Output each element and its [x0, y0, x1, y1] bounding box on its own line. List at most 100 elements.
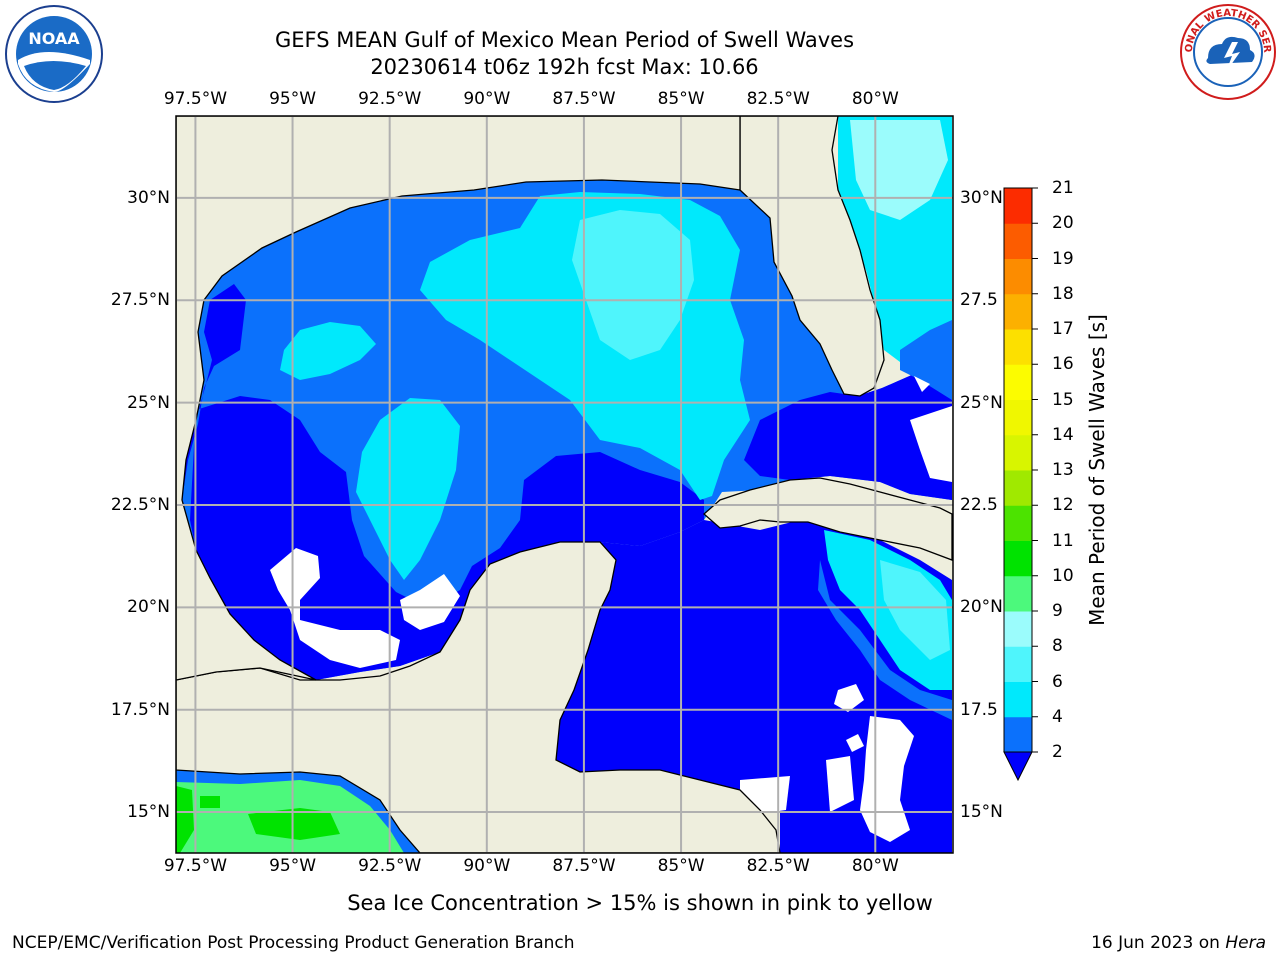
- colorbar-level-label: 4: [1052, 706, 1063, 727]
- lat-tick-right: 27.5: [960, 290, 998, 311]
- colorbar-level-label: 11: [1052, 530, 1074, 551]
- lat-tick-left: 25°N: [127, 392, 170, 413]
- no-data-caribbean-1: [834, 684, 864, 712]
- colorbar-segment: [1004, 258, 1032, 295]
- footer-date: 16 Jun 2023 on Hera: [1091, 933, 1266, 953]
- no-data-west-patch-2: [400, 574, 460, 630]
- lon-tick-top: 95°W: [269, 89, 317, 109]
- gulf-deep-blue-east: [744, 368, 952, 500]
- colorbar-level-label: 21: [1052, 178, 1074, 198]
- gulf-base-field: [182, 180, 952, 680]
- colorbar-level-label: 14: [1052, 424, 1074, 445]
- colorbar-level-label: 20: [1052, 213, 1074, 234]
- lat-tick-right: 17.5: [960, 699, 998, 720]
- colorbar-title: Mean Period of Swell Waves [s]: [1085, 314, 1109, 626]
- no-data-east-patch-1: [910, 406, 952, 482]
- colorbar-segment: [1004, 681, 1032, 718]
- lon-tick-top: 90°W: [463, 89, 511, 109]
- lon-tick-bottom: 85°W: [657, 856, 705, 876]
- caribbean-base-band: [818, 560, 952, 720]
- colorbar-segment: [1004, 434, 1032, 471]
- colorbar-level-label: 10: [1052, 565, 1074, 586]
- colorbar-extend-arrow: [1003, 751, 1033, 782]
- no-data-caribbean-3: [826, 756, 854, 812]
- land-cuba: [703, 477, 953, 561]
- colorbar-level-label: 19: [1052, 248, 1074, 269]
- colorbar-segment: [1004, 364, 1032, 400]
- colorbar-segment: [1004, 540, 1032, 577]
- noaa-logo-icon: NOAA: [5, 5, 103, 103]
- colorbar-level-label: 6: [1052, 671, 1063, 692]
- gulf-cyan-center: [356, 398, 460, 580]
- colorbar-segment: [1004, 329, 1032, 365]
- lon-tick-top: 85°W: [657, 89, 705, 109]
- colorbar-segment: [1004, 505, 1032, 541]
- nws-logo-icon: NATIONAL WEATHER SERVICE: [1178, 2, 1276, 100]
- lat-tick-right: 30°N: [960, 187, 1003, 208]
- colorbar-level-label: 8: [1052, 636, 1063, 657]
- land-mexico-west: [176, 116, 741, 681]
- caribbean-light-cyan: [880, 560, 950, 660]
- lon-tick-bottom: 80°W: [851, 856, 899, 876]
- no-data-caribbean-2: [860, 716, 914, 842]
- colorbar-segment: [1004, 470, 1032, 506]
- lat-tick-right: 15°N: [960, 802, 1003, 823]
- colorbar: [1003, 187, 1038, 782]
- gulf-light-cyan-1: [572, 210, 694, 360]
- colorbar-segment: [1004, 293, 1032, 330]
- footer-date-text: 16 Jun 2023 on: [1091, 933, 1220, 953]
- lat-tick-left: 20°N: [127, 597, 170, 618]
- lon-tick-top: 87.5°W: [552, 89, 616, 109]
- pacific-dark-green-1: [248, 808, 340, 840]
- atlantic-blue-edge: [900, 320, 952, 400]
- colorbar-level-label: 18: [1052, 283, 1074, 304]
- colorbar-level-label: 12: [1052, 495, 1074, 516]
- map-frame: [175, 115, 954, 854]
- colorbar-segment: [1004, 716, 1032, 753]
- lat-tick-right: 25°N: [960, 392, 1003, 413]
- colorbar-segment: [1004, 399, 1032, 436]
- colorbar-level-label: 13: [1052, 460, 1074, 480]
- colorbar-segment: [1004, 188, 1032, 224]
- gulf-cyan-west: [280, 322, 376, 380]
- noaa-logo-text: NOAA: [28, 29, 80, 48]
- sea-ice-note: Sea Ice Concentration > 15% is shown in …: [347, 891, 933, 915]
- colorbar-segment: [1004, 611, 1032, 647]
- pacific-dark-green-2: [176, 786, 194, 853]
- lon-tick-bottom: 90°W: [463, 856, 511, 876]
- pacific-dark-green-3: [200, 796, 220, 808]
- lat-tick-left: 15°N: [127, 802, 170, 823]
- chart-title: GEFS MEAN Gulf of Mexico Mean Period of …: [274, 28, 855, 52]
- colorbar-level-label: 9: [1052, 601, 1063, 621]
- lon-tick-bottom: 82.5°W: [746, 856, 810, 876]
- lat-tick-right: 20°N: [960, 597, 1003, 618]
- lat-lon-grid: [176, 116, 953, 853]
- footer-credit: NCEP/EMC/Verification Post Processing Pr…: [12, 933, 575, 953]
- lat-tick-left: 27.5°N: [110, 290, 170, 311]
- lon-tick-top: 92.5°W: [358, 89, 422, 109]
- footer-host: Hera: [1225, 933, 1266, 953]
- lon-tick-bottom: 97.5°W: [163, 856, 228, 876]
- no-data-east-patch-2: [914, 376, 930, 392]
- no-data-caribbean-4: [846, 734, 864, 752]
- lon-tick-bottom: 95°W: [269, 856, 317, 876]
- lat-tick-left: 22.5°N: [110, 494, 170, 515]
- lat-tick-left: 30°N: [127, 187, 170, 208]
- lon-tick-bottom: 92.5°W: [358, 856, 422, 876]
- colorbar-segment: [1004, 223, 1032, 259]
- colorbar-level-label: 15: [1052, 389, 1074, 410]
- colorbar-level-label: 17: [1052, 319, 1074, 339]
- colorbar-segment: [1004, 646, 1032, 682]
- lat-tick-right: 22.5: [960, 494, 998, 515]
- lon-tick-top: 80°W: [851, 89, 899, 109]
- colorbar-level-label: 16: [1052, 354, 1074, 375]
- lat-tick-left: 17.5°N: [110, 699, 170, 720]
- lon-tick-top: 82.5°W: [746, 89, 810, 109]
- no-data-west-patch: [270, 548, 400, 668]
- colorbar-segment: [1004, 575, 1032, 612]
- lon-tick-bottom: 87.5°W: [552, 856, 616, 876]
- lon-tick-top: 97.5°W: [163, 89, 228, 109]
- chart-subtitle: 20230614 t06z 192h fcst Max: 10.66: [370, 55, 759, 79]
- colorbar-level-label: 2: [1052, 742, 1063, 762]
